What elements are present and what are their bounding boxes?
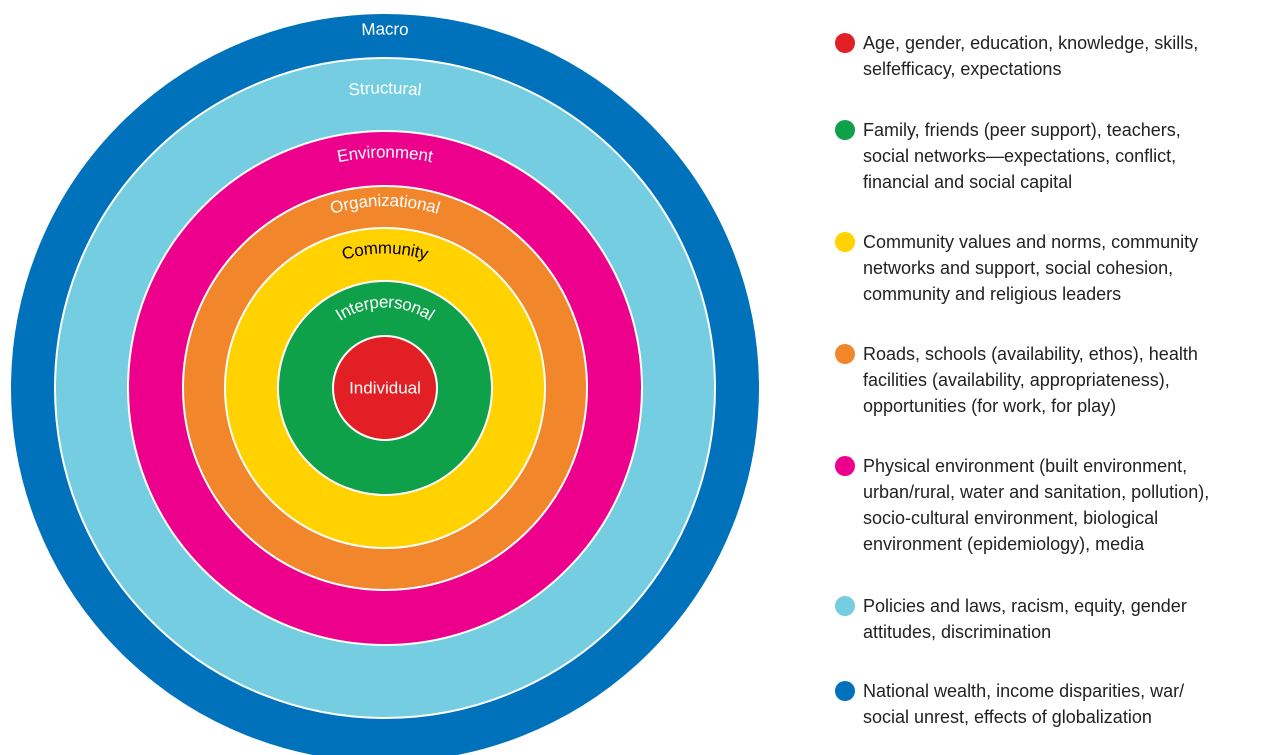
legend-dot <box>835 120 855 140</box>
legend-text: Age, gender, education, knowledge, skill… <box>863 33 1198 53</box>
legend-text: socio-cultural environment, biological <box>863 508 1158 528</box>
legend-dot <box>835 596 855 616</box>
ring-label: Environment <box>336 143 435 167</box>
rings: IndividualInterpersonalCommunityOrganiza… <box>9 12 761 755</box>
legend-text: networks and support, social cohesion, <box>863 258 1173 278</box>
legend-dot <box>835 232 855 252</box>
legend-text: community and religious leaders <box>863 284 1121 304</box>
legend-dot <box>835 33 855 53</box>
ring-label: Individual <box>349 378 421 397</box>
legend-text: social networks—expectations, conflict, <box>863 146 1176 166</box>
ring-label: Structural <box>348 79 423 100</box>
legend-text: Roads, schools (availability, ethos), he… <box>863 344 1198 364</box>
legend-text: environment (epidemiology), media <box>863 534 1145 554</box>
legend-dot <box>835 681 855 701</box>
legend-text: Policies and laws, racism, equity, gende… <box>863 596 1187 616</box>
legend-dot <box>835 456 855 476</box>
ring <box>332 335 438 441</box>
ring-label: Macro <box>361 20 409 40</box>
legend-text: facilities (availability, appropriatenes… <box>863 370 1170 390</box>
legend-text: financial and social capital <box>863 172 1072 192</box>
legend-text: selfefficacy, expectations <box>863 59 1061 79</box>
legend-dot <box>835 344 855 364</box>
legend-text: opportunities (for work, for play) <box>863 396 1116 416</box>
legend: Age, gender, education, knowledge, skill… <box>835 33 1209 727</box>
ring-label-path: Structural <box>348 79 423 100</box>
legend-text: Physical environment (built environment, <box>863 456 1187 476</box>
ring-label-path: Macro <box>361 20 409 40</box>
legend-text: Family, friends (peer support), teachers… <box>863 120 1181 140</box>
legend-text: urban/rural, water and sanitation, pollu… <box>863 482 1209 502</box>
ring-label-path: Environment <box>336 143 435 167</box>
legend-text: social unrest, effects of globalization <box>863 707 1152 727</box>
legend-text: Community values and norms, community <box>863 232 1198 252</box>
legend-text: National wealth, income disparities, war… <box>863 681 1184 701</box>
legend-text: attitudes, discrimination <box>863 622 1051 642</box>
